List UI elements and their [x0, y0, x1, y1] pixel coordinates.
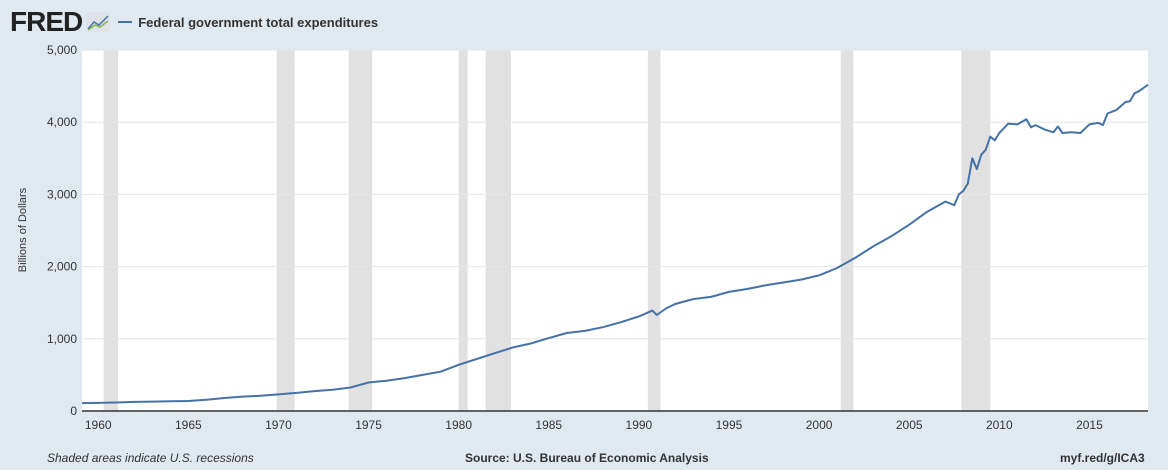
x-tick-label: 1990 — [626, 418, 653, 432]
x-tick-label: 1995 — [716, 418, 743, 432]
chart-header: FRED Federal government total expenditur… — [10, 6, 378, 38]
recession-band — [840, 50, 854, 411]
x-tick-label: 2010 — [986, 418, 1013, 432]
x-tick-label: 2000 — [806, 418, 833, 432]
source-note: Source: U.S. Bureau of Economic Analysis — [465, 451, 709, 465]
short-link[interactable]: myf.red/g/ICA3 — [1060, 451, 1145, 465]
fred-logo[interactable]: FRED — [10, 6, 83, 37]
fred-graph-icon — [86, 12, 111, 32]
x-tick-label: 2005 — [896, 418, 923, 432]
recession-band — [458, 50, 468, 411]
y-tick-label: 0 — [70, 404, 77, 418]
x-tick-label: 2015 — [1076, 418, 1103, 432]
x-tick-label: 1970 — [265, 418, 292, 432]
y-tick-label: 3,000 — [47, 187, 77, 201]
x-tick-label: 1960 — [85, 418, 112, 432]
recession-band — [485, 50, 511, 411]
y-axis-label: Billions of Dollars — [17, 187, 29, 272]
series-line — [81, 83, 1149, 405]
y-tick-label: 1,000 — [47, 332, 77, 346]
recession-note: Shaded areas indicate U.S. recessions — [47, 451, 254, 465]
x-tick-label: 1985 — [535, 418, 562, 432]
legend-label: Federal government total expenditures — [138, 14, 379, 30]
y-tick-label: 2,000 — [47, 260, 77, 274]
x-tick-label: 1965 — [175, 418, 202, 432]
recession-band — [276, 50, 295, 411]
x-tick-label: 1975 — [355, 418, 382, 432]
y-tick-label: 5,000 — [47, 43, 77, 57]
recession-band — [961, 50, 991, 411]
x-tick-label: 1980 — [445, 418, 472, 432]
recession-band — [647, 50, 661, 411]
recession-band — [348, 50, 373, 411]
legend-line-icon — [118, 21, 133, 23]
y-tick-label: 4,000 — [47, 115, 77, 129]
recession-band — [103, 50, 119, 411]
